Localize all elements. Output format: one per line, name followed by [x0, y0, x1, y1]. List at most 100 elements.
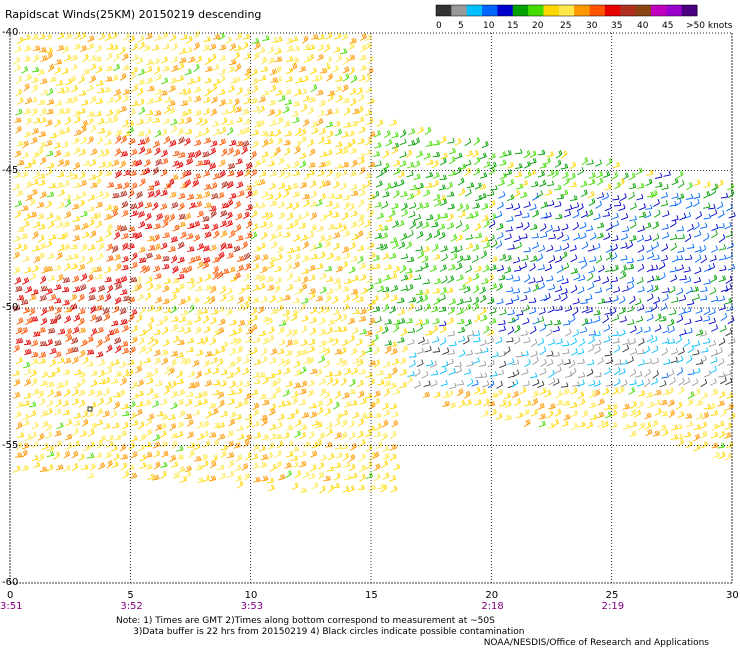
wind-barb [718, 337, 726, 346]
wind-barb [325, 121, 334, 128]
wind-barb [24, 317, 33, 325]
wind-barb [290, 36, 299, 42]
wind-barb [227, 459, 235, 469]
wind-barb [218, 346, 226, 354]
wind-barb [284, 184, 292, 191]
wind-barb [152, 180, 160, 187]
wind-barb [25, 180, 32, 189]
wind-barb [718, 254, 727, 261]
wind-barb [634, 298, 642, 306]
wind-barb [57, 128, 65, 137]
wind-barb [308, 148, 316, 156]
wind-barb [333, 401, 340, 410]
wind-barb [104, 293, 112, 302]
wind-barb [225, 287, 233, 295]
wind-barb [260, 355, 268, 364]
wind-barb [344, 367, 352, 376]
wind-barb [177, 241, 185, 250]
wind-barb [401, 202, 408, 211]
wind-barb [39, 341, 47, 347]
wind-barb [307, 431, 315, 440]
wind-barb [658, 261, 666, 270]
wind-barb [261, 211, 269, 218]
wind-barb [708, 402, 716, 411]
wind-barb [112, 159, 120, 167]
wind-barb [423, 189, 431, 197]
wind-barb [89, 124, 97, 133]
wind-barb [227, 163, 236, 170]
wind-barb [629, 368, 637, 377]
wind-barb [327, 193, 335, 199]
wind-barb [335, 412, 343, 421]
wind-barb [168, 246, 176, 253]
wind-barb [406, 193, 415, 200]
wind-barb [267, 46, 275, 55]
x-tick-label: 10 [244, 590, 258, 601]
wind-barb [294, 419, 302, 427]
wind-barb [646, 245, 654, 253]
wind-barb [643, 346, 651, 355]
wind-barb [180, 357, 188, 364]
wind-barb [364, 109, 372, 116]
wind-barb [315, 74, 323, 82]
wind-barb [210, 308, 219, 315]
wind-barb [380, 484, 388, 493]
wind-barb [668, 325, 675, 334]
wind-barb [693, 179, 701, 186]
wind-barb [234, 401, 243, 409]
wind-barb [89, 314, 97, 322]
wind-barb [227, 398, 235, 406]
wind-barb [514, 171, 523, 178]
wind-barb [684, 306, 692, 314]
wind-barb [193, 455, 202, 462]
wind-barb [389, 119, 398, 126]
wind-barb [332, 108, 340, 115]
wind-barb [119, 225, 128, 232]
wind-barb [211, 223, 219, 231]
wind-barb [195, 370, 203, 379]
wind-barb [127, 226, 136, 232]
wind-barb [520, 233, 528, 239]
wind-barb [358, 74, 366, 82]
wind-barb [382, 409, 390, 417]
wind-barb [161, 315, 169, 324]
wind-barb [237, 433, 245, 440]
wind-barb [218, 98, 226, 107]
wind-barb [572, 381, 580, 387]
wind-barb [196, 477, 205, 484]
wind-barb [154, 129, 162, 138]
wind-barb [636, 380, 644, 387]
wind-barb [268, 119, 277, 127]
time-label: 3:53 [240, 601, 264, 612]
wind-barb [98, 284, 106, 293]
wind-barb [585, 294, 593, 302]
wind-barb [302, 471, 310, 479]
wind-barb [154, 73, 162, 81]
wind-barb [389, 341, 397, 348]
wind-barb [161, 149, 168, 158]
wind-barb [457, 177, 465, 186]
wind-barb [323, 347, 331, 356]
wind-barb [652, 233, 660, 242]
wind-barb [520, 191, 528, 199]
wind-barb [95, 389, 103, 398]
wind-barb [546, 180, 555, 187]
x-tick-label: 25 [605, 590, 619, 601]
wind-barb [357, 219, 365, 228]
wind-barb [45, 423, 53, 432]
wind-barb [397, 170, 405, 178]
wind-barb [528, 297, 537, 304]
wind-barb [676, 225, 685, 232]
wind-barb [245, 220, 253, 229]
wind-barb [23, 392, 32, 399]
wind-barb [311, 75, 319, 82]
wind-barb [348, 138, 356, 147]
wind-barb [283, 171, 291, 179]
wind-barb [364, 172, 373, 179]
wind-barb [121, 421, 129, 430]
wind-barb [184, 108, 192, 115]
wind-barb [323, 306, 331, 314]
wind-barb [332, 337, 339, 347]
wind-barb [381, 252, 390, 260]
wind-barb [178, 47, 187, 55]
